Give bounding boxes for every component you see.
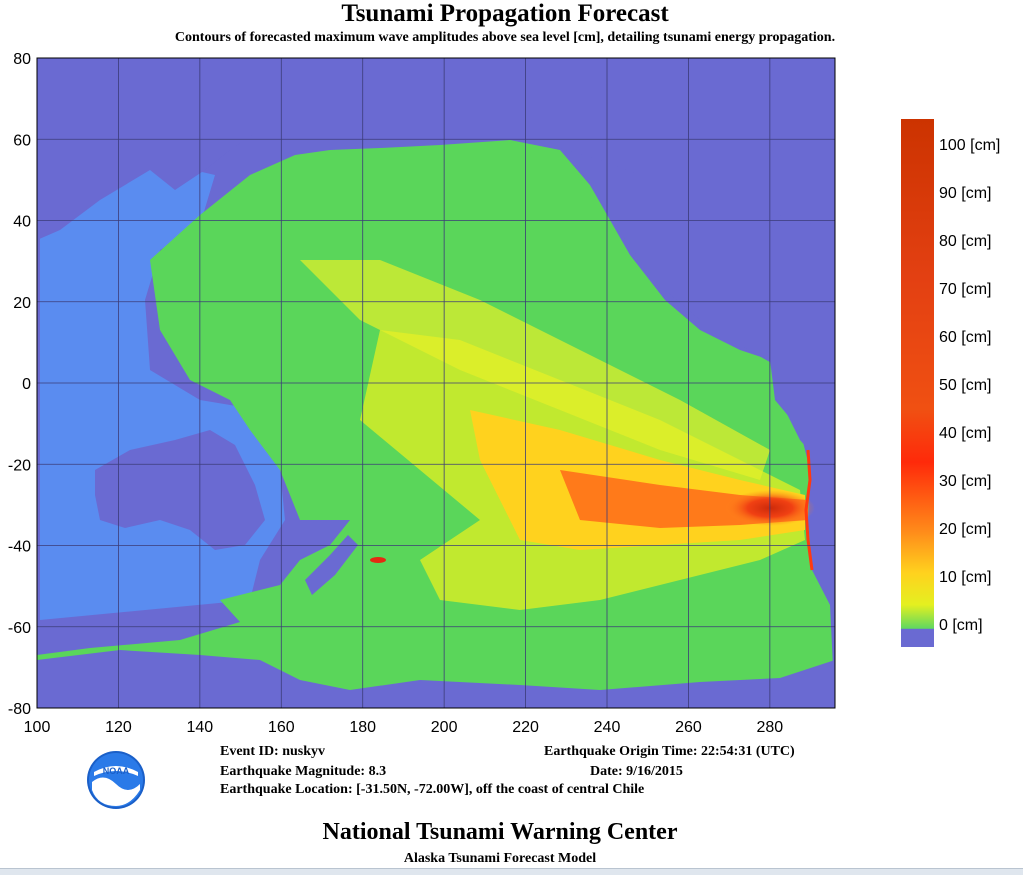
colorbar-label: 20 [cm] (939, 521, 991, 538)
y-tick-label: -40 (8, 539, 31, 556)
x-tick-label: 140 (187, 719, 214, 736)
map-subtitle: Contours of forecasted maximum wave ampl… (174, 30, 836, 45)
x-tick-label: 100 (24, 719, 51, 736)
colorbar-labels: 100 [cm] 90 [cm] 80 [cm] 70 [cm] 60 [cm] 50 [… (939, 137, 1000, 634)
y-tick-label: 40 (13, 214, 31, 231)
colorbar-label: 0 [cm] (939, 617, 983, 634)
x-tick-label: 180 (349, 719, 376, 736)
x-tick-label: 120 (105, 719, 132, 736)
asia-land (37, 58, 835, 240)
noaa-logo: NOAA (87, 751, 145, 809)
y-tick-label: -20 (8, 457, 31, 474)
north-america-land (560, 148, 835, 480)
colorbar-label: 70 [cm] (939, 281, 991, 298)
y-tick-label: 60 (13, 132, 31, 149)
y-axis-ticks: 80 60 40 20 0 -20 -40 -60 -80 (8, 51, 31, 718)
earthquake-magnitude: Earthquake Magnitude: 8.3 (220, 764, 387, 779)
footer-subtitle: Alaska Tsunami Forecast Model (403, 851, 597, 866)
y-tick-label: 0 (22, 376, 31, 393)
colorbar-label: 50 [cm] (939, 377, 991, 394)
x-tick-label: 200 (431, 719, 458, 736)
energy-band-yellow-nw (300, 260, 770, 480)
australia-land (95, 430, 265, 550)
map-grid (36, 57, 835, 709)
map-title: Tsunami Propagation Forecast (341, 0, 669, 27)
x-tick-label: 220 (512, 719, 539, 736)
event-date: Date: 9/16/2015 (590, 764, 683, 779)
x-axis-ticks: 100 120 140 160 180 200 220 240 260 280 (24, 719, 784, 736)
x-tick-label: 260 (675, 719, 702, 736)
colorbar-label: 60 [cm] (939, 329, 991, 346)
window-bottom-strip (0, 868, 1023, 875)
x-tick-label: 280 (757, 719, 784, 736)
earthquake-origin-time: Earthquake Origin Time: 22:54:31 (UTC) (544, 744, 795, 759)
footer-title: National Tsunami Warning Center (322, 819, 678, 845)
y-tick-label: 80 (13, 51, 31, 68)
y-tick-label: -80 (8, 701, 31, 718)
chile-coast-rim (804, 449, 814, 571)
antarctica-land (37, 650, 835, 708)
x-tick-label: 160 (268, 719, 295, 736)
nz-hotspot (370, 557, 386, 563)
noaa-logo-text: NOAA (103, 766, 130, 776)
colorbar (901, 119, 934, 647)
event-id: Event ID: nuskyv (220, 744, 326, 759)
new-zealand-land (305, 535, 358, 595)
y-tick-label: 20 (13, 295, 31, 312)
map-frame (36, 57, 836, 709)
colorbar-label: 10 [cm] (939, 569, 991, 586)
colorbar-label: 100 [cm] (939, 137, 1000, 154)
colorbar-label: 90 [cm] (939, 185, 991, 202)
colorbar-label: 80 [cm] (939, 233, 991, 250)
y-tick-label: -60 (8, 620, 31, 637)
earthquake-location: Earthquake Location: [-31.50N, -72.00W],… (220, 782, 645, 797)
colorbar-label: 40 [cm] (939, 425, 991, 442)
map-layers (37, 58, 835, 708)
colorbar-label: 30 [cm] (939, 473, 991, 490)
x-tick-label: 240 (594, 719, 621, 736)
